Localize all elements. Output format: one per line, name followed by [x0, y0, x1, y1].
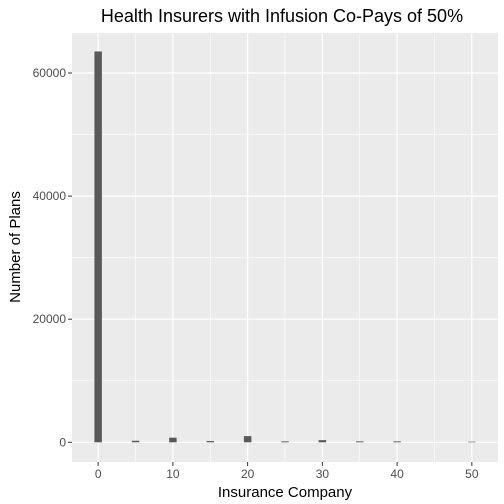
y-tick-label: 20000 — [33, 312, 67, 326]
bar — [206, 441, 214, 443]
bar — [468, 441, 476, 443]
x-tick-label: 20 — [241, 467, 255, 481]
chart-title: Health Insurers with Infusion Co-Pays of… — [101, 6, 463, 26]
x-tick-label: 40 — [390, 467, 404, 481]
x-tick-label: 0 — [95, 467, 102, 481]
bars — [94, 51, 476, 443]
bar — [131, 440, 140, 443]
x-tick-label: 30 — [316, 467, 330, 481]
bar — [169, 437, 177, 443]
y-axis-title: Number of Plans — [7, 191, 24, 303]
y-tick-label: 60000 — [33, 66, 67, 80]
bar — [243, 436, 252, 443]
x-axis-ticks: 0 10 20 30 40 50 — [95, 462, 479, 481]
bar — [356, 441, 364, 443]
x-axis-title: Insurance Company — [218, 484, 353, 501]
x-tick-label: 50 — [465, 467, 479, 481]
bar — [318, 440, 327, 443]
bar — [94, 51, 102, 443]
x-tick-label: 10 — [166, 467, 180, 481]
y-tick-label: 0 — [59, 435, 66, 449]
y-tick-label: 40000 — [33, 189, 67, 203]
y-axis-ticks: 0 20000 40000 60000 — [33, 66, 72, 449]
minor-gridlines — [72, 33, 498, 462]
bar — [281, 441, 289, 443]
bar — [393, 441, 401, 443]
